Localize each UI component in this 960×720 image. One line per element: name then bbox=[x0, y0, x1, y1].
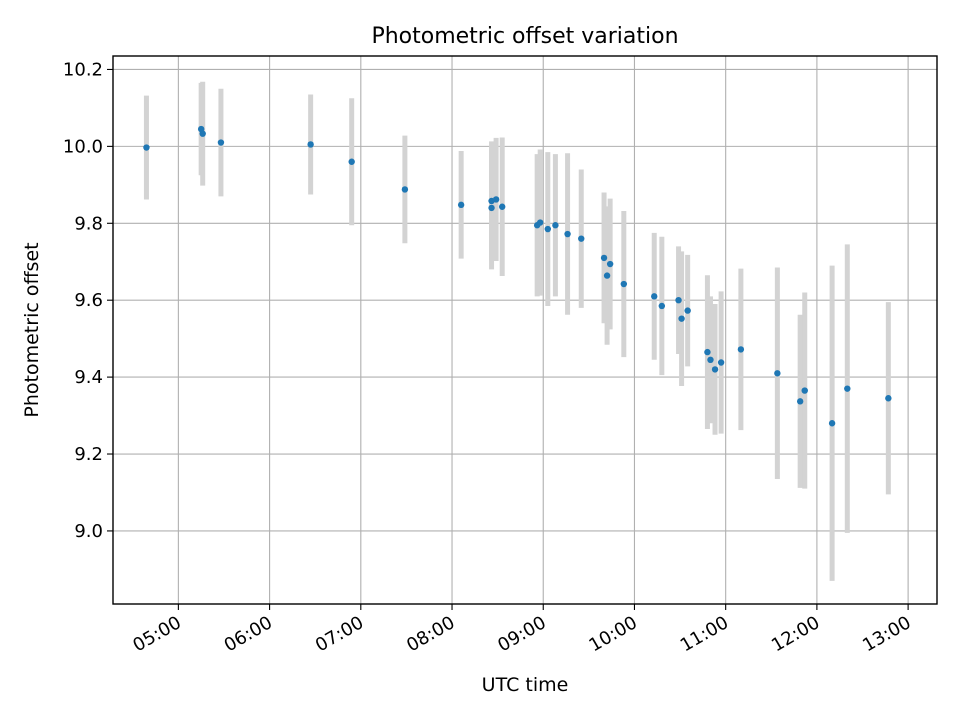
chart-title: Photometric offset variation bbox=[371, 24, 678, 49]
data-point bbox=[488, 204, 495, 212]
data-point bbox=[711, 366, 719, 373]
data-point bbox=[844, 385, 851, 392]
plot-frame bbox=[112, 55, 938, 605]
data-point bbox=[675, 296, 682, 304]
data-point bbox=[307, 141, 314, 148]
data-point bbox=[199, 130, 206, 137]
data-point bbox=[620, 280, 628, 288]
data-point bbox=[678, 315, 685, 322]
data-point bbox=[492, 196, 500, 203]
y-tick-label: 10.0 bbox=[63, 136, 103, 157]
data-point bbox=[801, 387, 808, 394]
data-point bbox=[684, 307, 691, 314]
data-point bbox=[457, 201, 465, 209]
data-point bbox=[774, 370, 781, 377]
y-axis-ticks: 9.0 9.2 9.4 9.6 9.8 10.0 10.2 bbox=[63, 59, 113, 542]
data-point bbox=[707, 356, 714, 364]
y-tick-label: 9.8 bbox=[74, 213, 103, 234]
data-point bbox=[348, 158, 355, 165]
y-tick-label: 9.2 bbox=[74, 444, 103, 465]
data-point bbox=[704, 348, 711, 356]
data-point bbox=[537, 219, 544, 226]
data-point bbox=[600, 254, 608, 262]
data-point bbox=[603, 272, 611, 279]
y-tick-label: 10.2 bbox=[63, 59, 103, 80]
data-point bbox=[143, 144, 150, 151]
data-point bbox=[217, 139, 225, 146]
data-point bbox=[498, 203, 506, 210]
data-points bbox=[143, 125, 892, 427]
y-tick-label: 9.0 bbox=[74, 521, 103, 542]
data-point bbox=[828, 420, 836, 427]
y-tick-label: 9.6 bbox=[74, 290, 103, 311]
data-point bbox=[564, 230, 571, 238]
x-axis-label: UTC time bbox=[482, 674, 569, 696]
data-point bbox=[651, 293, 658, 300]
y-tick-label: 9.4 bbox=[74, 367, 103, 388]
data-point bbox=[737, 346, 745, 353]
data-point bbox=[885, 395, 892, 402]
data-point bbox=[401, 186, 409, 193]
data-point bbox=[544, 225, 552, 233]
data-point bbox=[658, 302, 666, 310]
data-point bbox=[796, 398, 804, 405]
data-point bbox=[717, 359, 725, 366]
data-point bbox=[606, 260, 614, 268]
y-axis-label: Photometric offset bbox=[21, 242, 43, 417]
data-point bbox=[578, 235, 585, 242]
data-point bbox=[552, 222, 559, 229]
